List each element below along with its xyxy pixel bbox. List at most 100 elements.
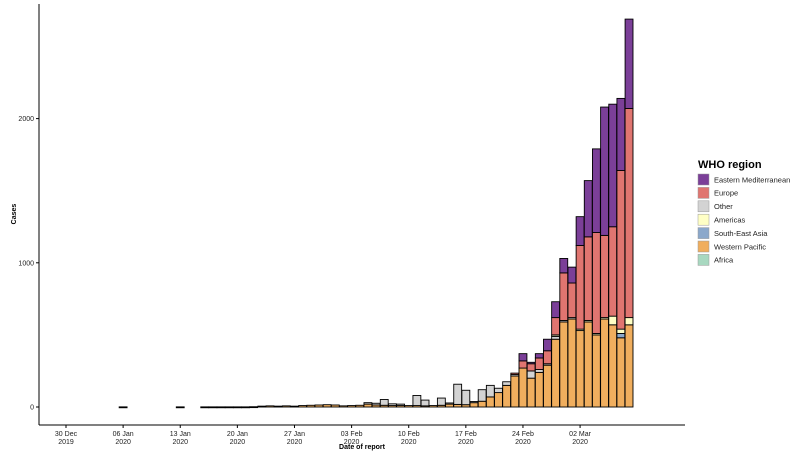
bar-segment-other	[526, 370, 536, 379]
bar-segment-eastern-mediterranean	[624, 18, 634, 109]
bar-segment-western-pacific	[575, 330, 585, 408]
legend-label-other: Other	[714, 202, 733, 211]
x-axis-ticks: 30 Dec 2019 06 Jan 2020 13 Jan 2020 20 Jan 2020…	[55, 425, 592, 446]
legend-label-europe: Europe	[714, 189, 738, 198]
bar-segment-western-pacific	[485, 396, 495, 408]
bar-segment-other	[502, 381, 512, 386]
bar-segment-europe	[600, 234, 609, 319]
bar-segment-western-pacific	[216, 406, 226, 409]
bar-segment-western-pacific	[502, 384, 512, 408]
bar-segment-western-pacific	[208, 406, 218, 409]
y-axis-ticks: 0 1000 2000	[18, 116, 39, 412]
bar-segment-europe	[559, 272, 569, 321]
bar-segment-western-pacific	[559, 321, 569, 408]
legend-swatch-south-east-asia	[697, 227, 710, 239]
x-tick-label: 10 Feb 2020	[398, 431, 420, 446]
bar-segment-western-pacific	[298, 405, 308, 408]
bar-segment-europe	[567, 282, 577, 319]
x-tick-label: 17 Feb 2020	[455, 431, 477, 446]
bar-segment-other	[445, 402, 454, 405]
bar-segment-western-pacific	[518, 367, 528, 408]
y-tick-label: 1000	[18, 260, 34, 267]
bar-segment-western-pacific	[526, 377, 536, 408]
bar-segment-europe	[526, 363, 536, 372]
x-tick-label: 02 Mar 2020	[569, 431, 591, 446]
bar-segment-eastern-mediterranean	[518, 353, 528, 362]
legend-swatch-eastern-mediterranean	[697, 173, 710, 186]
bar-segment-europe	[551, 317, 561, 336]
y-tick-label: 2000	[18, 116, 34, 123]
bar-segment-western-pacific	[608, 324, 618, 408]
bar-segment-western-pacific	[249, 406, 259, 409]
bar-segment-europe	[583, 236, 593, 321]
legend-label-western-pacific: Western Pacific	[714, 242, 766, 251]
bar-segment-western-pacific	[175, 406, 185, 409]
bar-segment-europe	[616, 170, 626, 330]
legend-swatch-other	[697, 200, 710, 213]
bar-segment-europe	[534, 357, 544, 370]
bar-segment-western-pacific	[477, 400, 487, 408]
bar-segment-europe	[592, 232, 601, 334]
bar-segment-americas	[616, 328, 626, 334]
bar-segment-western-pacific	[510, 375, 520, 408]
legend: WHO region Eastern Mediterranean Europe Ot…	[697, 159, 790, 266]
bar-segment-western-pacific	[118, 406, 128, 409]
bar-segment-western-pacific	[273, 405, 283, 408]
bar-segment-americas	[608, 315, 618, 326]
bar-segment-eastern-mediterranean	[567, 266, 577, 284]
x-tick-label: 30 Dec 2019	[55, 431, 78, 446]
bar-segment-western-pacific	[290, 405, 299, 408]
bar-segment-other	[363, 402, 373, 405]
bar-segment-other	[461, 389, 471, 406]
bar-segment-western-pacific	[567, 318, 577, 408]
bar-segment-western-pacific	[314, 404, 324, 408]
x-axis-title: Date of report	[339, 444, 386, 451]
bar-segment-western-pacific	[322, 404, 332, 408]
legend-label-americas: Americas	[714, 216, 746, 225]
bar-segment-americas	[624, 317, 634, 326]
bar-segment-europe	[624, 108, 634, 319]
y-axis-title: Cases	[11, 204, 18, 225]
bar-segment-eastern-mediterranean	[616, 97, 626, 171]
bar-segment-other	[420, 399, 430, 407]
bar-segment-eastern-mediterranean	[534, 353, 544, 359]
bar-segment-europe	[518, 360, 528, 369]
x-tick-label: 03 Feb 2020	[341, 431, 363, 446]
bar-segment-western-pacific	[543, 364, 552, 408]
bar-segment-western-pacific	[339, 405, 348, 408]
bar-segment-western-pacific	[494, 392, 503, 408]
legend-swatch-africa	[697, 254, 710, 266]
legend-swatch-europe	[697, 187, 710, 199]
legend-label-south-east-asia: South-East Asia	[714, 229, 768, 238]
bar-segment-western-pacific	[241, 406, 250, 409]
bar-segment-eastern-mediterranean	[608, 103, 618, 228]
bar-segment-western-pacific	[624, 324, 634, 408]
bar-segment-western-pacific	[232, 406, 242, 409]
bar-segment-other	[485, 384, 495, 398]
bar-segment-western-pacific	[551, 338, 561, 408]
bar-segment-europe	[575, 245, 585, 330]
bar-segment-eastern-mediterranean	[583, 180, 593, 238]
bar-segment-other	[412, 395, 422, 406]
bar-segment-eastern-mediterranean	[559, 258, 569, 274]
bar-segment-other	[436, 397, 446, 406]
y-tick-label: 0	[30, 405, 34, 412]
bar-segment-western-pacific	[428, 405, 438, 408]
bar-segment-western-pacific	[355, 404, 365, 408]
x-tick-label: 20 Jan 2020	[227, 431, 248, 446]
legend-swatch-americas	[697, 213, 710, 226]
bar-segment-western-pacific	[281, 405, 291, 408]
x-tick-label: 27 Jan 2020	[284, 431, 305, 446]
bar-segment-eastern-mediterranean	[526, 361, 536, 365]
bar-segment-western-pacific	[534, 371, 544, 408]
legend-label-eastern-mediterranean: Eastern Mediterranean	[714, 175, 790, 184]
bar-segment-western-pacific	[306, 404, 316, 408]
bar-segment-western-pacific	[265, 405, 275, 408]
bar-segment-other	[371, 402, 381, 406]
bar-segment-western-pacific	[583, 321, 593, 408]
x-tick-label: 06 Jan 2020	[113, 431, 134, 446]
bar-segment-other	[469, 401, 479, 404]
bar-segment-other	[494, 387, 503, 394]
bar-segment-eastern-mediterranean	[543, 338, 552, 352]
